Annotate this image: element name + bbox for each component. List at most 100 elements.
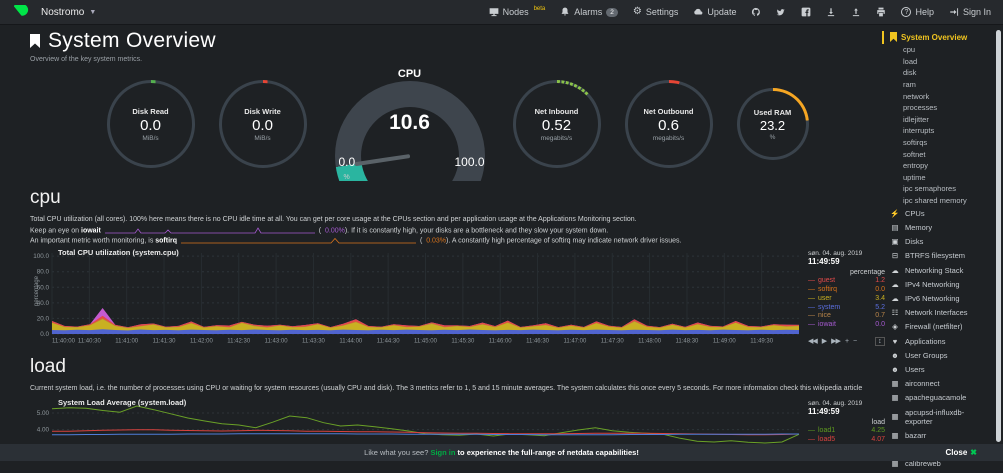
load-chart[interactable]: 5.004.003.00 <box>30 400 803 450</box>
legend-nice[interactable]: — nice 0.7 <box>808 312 885 320</box>
grid-icon: ▦ <box>891 459 899 469</box>
import-button[interactable] <box>826 7 836 17</box>
hostname: Nostromo <box>41 6 85 18</box>
zoom-out-icon[interactable]: − <box>853 337 857 345</box>
cloud-icon: ☁ <box>891 279 899 289</box>
signin-button[interactable]: Sign In <box>949 7 991 17</box>
sidebar-item-airconnect[interactable]: ▦ airconnect <box>891 379 940 389</box>
gauges-row: Disk Read 0.0 MiB/s Disk Write 0.0 MiB/s… <box>30 68 885 181</box>
net-outbound-gauge[interactable]: Net Outbound 0.6 megabits/s <box>624 80 713 168</box>
legend-softirq[interactable]: — softirq 0.0 <box>808 285 885 293</box>
hostname-dropdown[interactable]: Nostromo ▼ <box>41 7 96 18</box>
nodes-button[interactable]: Nodes beta <box>489 6 545 17</box>
sidebar-item-apcupsd-influxdb-exporter[interactable]: ▦ apcupsd-influxdb-exporter <box>891 407 965 426</box>
sidebar-item-system-overview[interactable]: System Overview <box>882 31 991 44</box>
sidebar-item-memory[interactable]: ▤ Memory <box>891 223 933 233</box>
play-icon[interactable]: ▶ <box>821 338 827 346</box>
legend-load1[interactable]: — load1 4.25 <box>808 427 885 435</box>
sidebar-item-apacheguacamole[interactable]: ▦ apacheguacamole <box>891 393 967 403</box>
svg-text:11:45:30: 11:45:30 <box>451 339 475 345</box>
sidebar-subitem-interrupts[interactable]: interrupts <box>903 126 935 136</box>
heartbeat-icon: ♥ <box>892 336 898 346</box>
monitor-icon <box>489 8 498 17</box>
sidebar-item-btrfs-filesystem[interactable]: ⊟ BTRFS filesystem <box>891 251 966 261</box>
resize-icon[interactable]: ↕ <box>875 336 885 346</box>
cpu-gauge-max: 100.0 <box>454 154 485 169</box>
navbar-actions: Nodes beta Alarms 2 ⚙ Settings Update <box>489 6 991 18</box>
facebook-button[interactable] <box>801 7 811 17</box>
sidebar-item-calibreweb[interactable]: ▦ calibreweb <box>891 459 941 469</box>
sidebar-item-network-interfaces[interactable]: ☷ Network Interfaces <box>891 308 968 318</box>
sidebar-subitem-softirqs[interactable]: softirqs <box>903 138 928 148</box>
legend-user[interactable]: — user 3.4 <box>808 294 885 302</box>
zoom-in-icon[interactable]: + <box>844 337 849 345</box>
github-icon <box>752 7 761 16</box>
legend-system[interactable]: — system 5.2 <box>808 303 885 311</box>
cpu-gauge-value: 10.6 <box>389 110 430 134</box>
pan-forward-icon[interactable]: ▶▶ <box>831 338 841 346</box>
load-section-description: Current system load, i.e. the number of … <box>30 384 863 392</box>
sidebar-subitem-uptime[interactable]: uptime <box>903 172 926 182</box>
sidebar-subitem-network[interactable]: network <box>903 91 930 101</box>
sidebar-item-firewall-netfilter-[interactable]: ◈ Firewall (netfilter) <box>890 320 991 334</box>
export-button[interactable] <box>851 7 861 17</box>
close-button[interactable]: Close ✖ <box>945 448 978 457</box>
used-ram-gauge[interactable]: Used RAM 23.2 % <box>736 88 809 160</box>
cpu-gauge[interactable]: CPU 10.6 0.0 100.0 % <box>331 68 489 181</box>
help-button[interactable]: ? Help <box>901 7 934 17</box>
disk-write-gauge[interactable]: Disk Write 0.0 MiB/s <box>218 80 307 168</box>
sidebar-subitem-disk[interactable]: disk <box>903 68 917 78</box>
svg-text:60.0: 60.0 <box>37 284 50 291</box>
svg-text:40.0: 40.0 <box>37 300 50 307</box>
twitter-icon <box>777 9 786 16</box>
svg-text:4.00: 4.00 <box>37 427 50 434</box>
legend-guest[interactable]: — guest 1.2 <box>808 277 885 285</box>
sidebar-subitem-ipc-shared-memory[interactable]: ipc shared memory <box>903 196 967 206</box>
disk-read-gauge[interactable]: Disk Read 0.0 MiB/s <box>106 80 195 168</box>
sidebar-item-networking-stack[interactable]: ☁ Networking Stack <box>891 265 964 275</box>
cpu-chart[interactable]: 100.0 80.0 60.0 40.0 20.0 0.0 11:40:00 11:40:30… <box>30 250 803 344</box>
update-button[interactable]: Update <box>693 7 736 17</box>
cpu-chart-title: Total CPU utilization (system.cpu) <box>58 248 179 258</box>
sidebar-subitem-processes[interactable]: processes <box>903 103 938 113</box>
sidebar-subitem-load[interactable]: load <box>903 56 918 66</box>
sidebar-item-cpus[interactable]: ⚡ CPUs <box>890 208 925 218</box>
net-inbound-gauge[interactable]: Net Inbound 0.52 megabits/s <box>512 80 601 168</box>
legend-load5[interactable]: — load5 4.07 <box>808 436 885 444</box>
sidebar-subitem-cpu[interactable]: cpu <box>903 45 916 55</box>
hdd-icon: ▣ <box>891 237 899 247</box>
alarms-count-badge: 2 <box>606 7 618 17</box>
sidebar-subitem-entropy[interactable]: entropy <box>903 161 929 171</box>
cpu-chart-row: Total CPU utilization (system.cpu) perce… <box>30 248 885 346</box>
svg-text:11:47:30: 11:47:30 <box>601 339 625 345</box>
svg-text:11:49:00: 11:49:00 <box>713 339 737 345</box>
signin-link[interactable]: Sign in <box>430 448 456 457</box>
users-icon: ☻ <box>891 350 899 360</box>
sidebar-subitem-idlejitter[interactable]: idlejitter <box>903 114 929 124</box>
legend-iowait[interactable]: — iowait 0.0 <box>808 321 885 329</box>
pan-backward-icon[interactable]: ◀◀ <box>808 338 818 346</box>
github-button[interactable] <box>751 7 761 17</box>
twitter-button[interactable] <box>776 7 786 17</box>
sidebar-item-users[interactable]: ☻ Users <box>891 364 925 374</box>
settings-button[interactable]: ⚙ Settings <box>632 6 679 18</box>
sidebar-subitem-softnet[interactable]: softnet <box>903 149 926 159</box>
bottom-banner: Like what you see? Sign in to experience… <box>0 444 1003 461</box>
svg-text:11:40:00: 11:40:00 <box>52 339 76 345</box>
print-button[interactable] <box>876 7 886 17</box>
alarms-button[interactable]: Alarms 2 <box>560 7 618 17</box>
sidebar-subitem-ram[interactable]: ram <box>903 80 916 90</box>
facebook-icon <box>802 7 811 17</box>
sidebar-item-user-groups[interactable]: ☻ User Groups <box>891 350 948 360</box>
svg-text:11:46:00: 11:46:00 <box>489 339 513 345</box>
sidebar-subitem-ipc-semaphores[interactable]: ipc semaphores <box>903 184 956 194</box>
chevron-down-icon: ▼ <box>89 8 97 16</box>
signin-icon <box>950 8 959 16</box>
page-scrollbar[interactable] <box>996 30 1001 442</box>
sidebar-item-ipv6-networking[interactable]: ☁ IPv6 Networking <box>891 294 960 304</box>
netdata-logo[interactable] <box>14 4 32 20</box>
sidebar-item-bazarr[interactable]: ▦ bazarr <box>891 430 927 440</box>
sidebar-item-ipv4-networking[interactable]: ☁ IPv4 Networking <box>891 279 960 289</box>
sidebar-item-applications[interactable]: ♥ Applications <box>890 334 991 348</box>
sidebar-item-disks[interactable]: ▣ Disks <box>891 237 924 247</box>
